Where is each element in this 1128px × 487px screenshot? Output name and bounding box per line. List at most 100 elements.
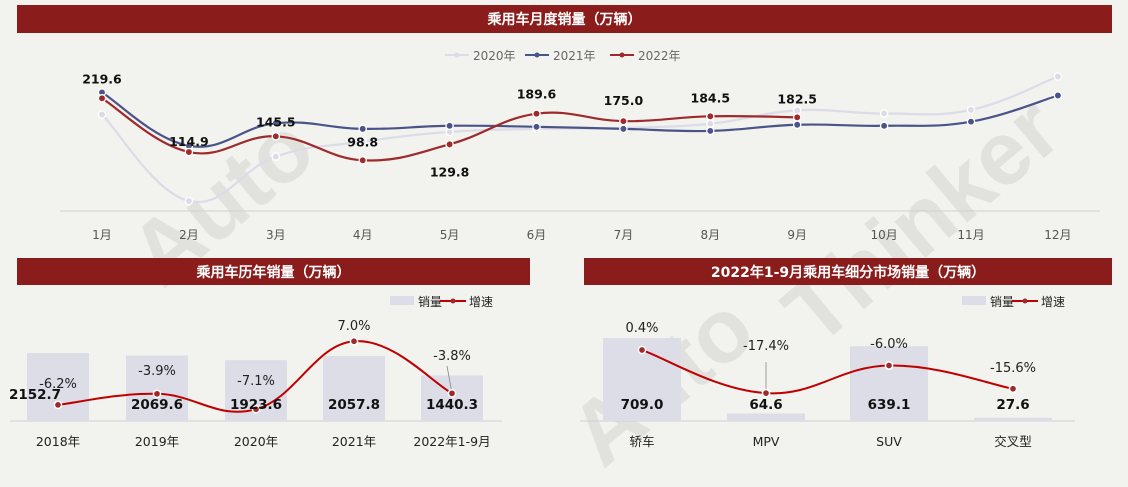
legend-label: 2022年: [638, 49, 681, 63]
x-tick-label: 2022年1-9月: [413, 434, 490, 449]
bar: [850, 346, 928, 421]
growth-label: -15.6%: [990, 361, 1036, 376]
bar-value-label: 2069.6: [131, 397, 183, 413]
data-point: [358, 124, 367, 134]
data-point: [879, 121, 889, 131]
data-point: [271, 132, 281, 141]
bar: [727, 413, 805, 421]
x-tick-label: 2018年: [36, 434, 80, 449]
data-point: [184, 196, 194, 206]
yearly-chart-title: 乘用车历年销量（万辆）: [17, 258, 530, 285]
data-label: 184.5: [691, 90, 731, 105]
data-label: 129.8: [430, 164, 470, 179]
data-point: [637, 345, 647, 355]
data-point: [251, 404, 261, 414]
data-point: [619, 116, 628, 126]
growth-label: -3.9%: [138, 364, 176, 379]
data-point: [152, 389, 162, 399]
legend-marker-0: [454, 52, 460, 58]
bar-value-label: 64.6: [749, 397, 782, 413]
bar-value-label: 27.6: [996, 397, 1029, 413]
legend-bar-swatch: [390, 296, 414, 305]
x-tick-label: 6月: [527, 228, 547, 242]
data-label: 189.6: [517, 87, 557, 102]
data-point: [53, 400, 63, 410]
data-label: 114.9: [169, 134, 209, 149]
legend-label: 2020年: [473, 49, 516, 63]
legend-marker-2: [619, 52, 625, 58]
growth-line: [641, 349, 1014, 395]
data-point: [271, 152, 281, 161]
x-tick-label: 2020年: [234, 434, 278, 449]
data-point: [358, 156, 367, 165]
data-point: [1008, 384, 1018, 394]
x-tick-label: 12月: [1044, 228, 1071, 242]
x-tick-label: 4月: [353, 228, 373, 242]
data-point: [706, 126, 715, 136]
legend-label: 增速: [469, 295, 493, 309]
legend-marker: [1022, 298, 1028, 304]
data-point: [884, 361, 894, 370]
x-tick-label: 7月: [614, 228, 634, 242]
data-label: 182.5: [777, 91, 817, 106]
x-tick-label: 9月: [787, 228, 807, 242]
series-line-2021年: [101, 91, 1059, 148]
x-tick-label: 交叉型: [994, 434, 1032, 449]
x-tick-label: MPV: [753, 434, 780, 449]
growth-label: -6.0%: [870, 337, 908, 352]
bar: [323, 355, 385, 421]
growth-label: -17.4%: [743, 339, 789, 354]
legend-label: 增速: [1041, 295, 1065, 309]
bar: [421, 375, 483, 421]
x-tick-label: 2019年: [135, 434, 179, 449]
growth-label: -3.8%: [433, 349, 471, 364]
data-point: [349, 336, 359, 346]
legend-label: 销量: [990, 295, 1014, 309]
x-tick-label: 轿车: [629, 434, 654, 449]
x-tick-label: 2月: [179, 228, 199, 242]
data-point: [1053, 91, 1063, 100]
data-point: [792, 106, 802, 115]
data-point: [706, 112, 715, 121]
x-tick-label: SUV: [876, 434, 902, 449]
legend-marker: [450, 298, 456, 304]
data-point: [271, 118, 281, 128]
growth-label: -7.1%: [237, 374, 275, 389]
data-point: [445, 121, 454, 131]
data-label: 219.6: [82, 71, 122, 86]
data-point: [619, 124, 628, 134]
data-point: [532, 122, 541, 132]
legend-label: 2021年: [553, 49, 596, 63]
bar-value-label: 709.0: [621, 397, 664, 413]
x-tick-label: 11月: [957, 228, 984, 242]
bar-value-label: 639.1: [868, 397, 911, 413]
leader-line: [446, 365, 453, 394]
data-point: [447, 388, 457, 398]
legend-marker-1: [534, 52, 540, 58]
x-tick-label: 8月: [700, 228, 720, 242]
series-line-2020年: [101, 75, 1059, 204]
bar-value-label: 1923.6: [230, 397, 282, 413]
data-point: [358, 137, 367, 146]
data-point: [966, 117, 976, 126]
data-label: 145.5: [256, 114, 296, 129]
legend-label: 销量: [418, 295, 442, 309]
data-point: [792, 113, 802, 122]
data-point: [761, 388, 771, 398]
data-point: [532, 109, 541, 118]
legend-bar-swatch: [962, 296, 986, 305]
charts-canvas: 1月 2月 3月 4月 5月 6月 7月 8月 9月 10月 11月 12月 2020年 2021年 202…: [9, 49, 1100, 449]
data-point: [97, 94, 107, 103]
x-tick-label: 2021年: [332, 434, 376, 449]
x-tick-label: 10月: [870, 228, 897, 242]
data-point: [445, 140, 454, 149]
x-tick-label: 3月: [266, 228, 286, 242]
data-label: 175.0: [604, 93, 644, 108]
data-point: [97, 110, 107, 119]
data-point: [184, 147, 194, 157]
bar-value-label: 2057.8: [328, 397, 380, 413]
bar: [126, 355, 188, 421]
data-label: 98.8: [347, 134, 378, 149]
data-point: [706, 119, 715, 128]
growth-label: -6.2%: [39, 377, 77, 392]
